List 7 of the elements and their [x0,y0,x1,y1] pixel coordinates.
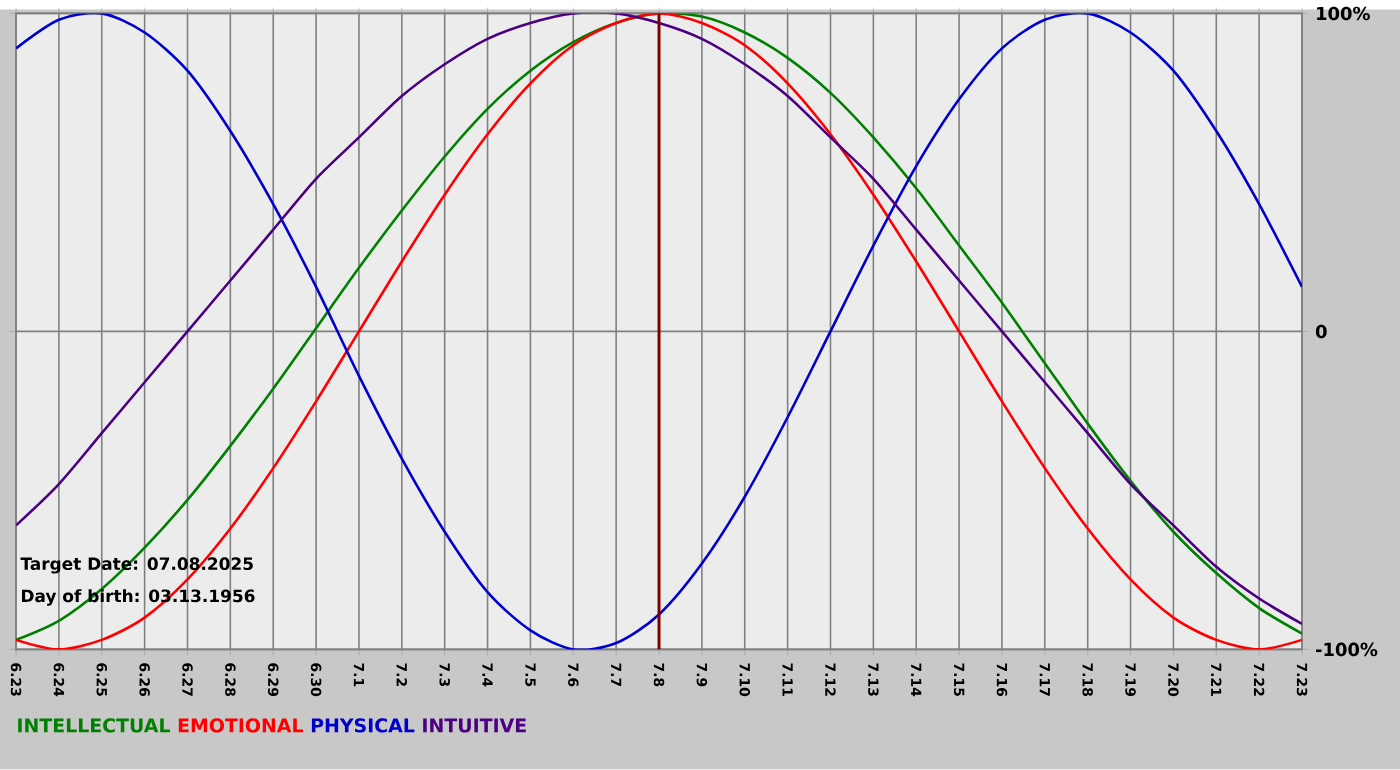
y-tick-label: 100% [1317,6,1370,21]
text: INTELLECTUAL [18,718,170,733]
text: PHYSICAL [311,718,415,733]
y-tick-label: 0 [1315,324,1327,339]
text: INTUITIVE [423,718,526,733]
y-tick-label: -100% [1316,642,1378,657]
text: EMOTIONAL [178,718,304,733]
